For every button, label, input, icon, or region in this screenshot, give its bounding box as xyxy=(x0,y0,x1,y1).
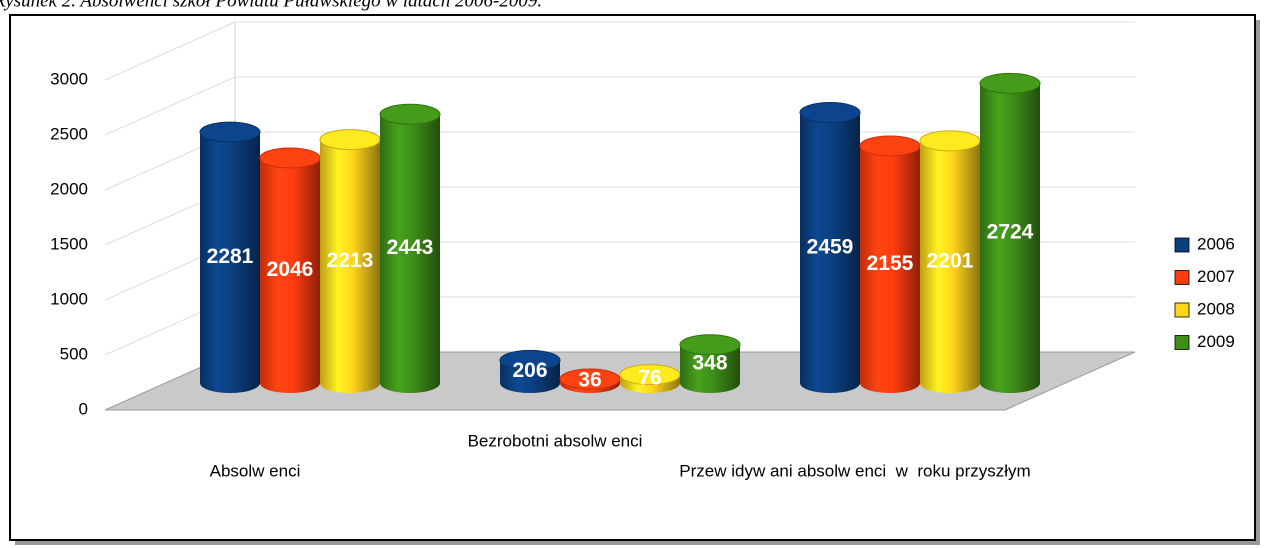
y-tick-label: 0 xyxy=(79,399,88,418)
legend-label: 2007 xyxy=(1197,267,1235,286)
bar xyxy=(920,140,980,393)
legend-label: 2008 xyxy=(1197,299,1235,318)
bar xyxy=(200,132,260,393)
legend-swatch xyxy=(1174,237,1190,253)
legend-swatch xyxy=(1174,302,1190,318)
bar-top xyxy=(919,130,981,152)
value-label: 348 xyxy=(692,351,727,374)
y-tick-label: 2500 xyxy=(50,124,88,143)
grid-line xyxy=(104,76,236,136)
bar xyxy=(860,145,920,393)
x-tick-label: Absolw enci xyxy=(210,461,301,480)
value-label: 2201 xyxy=(927,249,974,272)
value-label: 2281 xyxy=(207,245,254,268)
legend-label: 2009 xyxy=(1197,332,1235,351)
bar-top xyxy=(319,129,381,151)
x-tick-label: Bezrobotni absolw enci xyxy=(468,431,643,450)
legend-swatch xyxy=(1174,270,1190,285)
value-label: 2046 xyxy=(267,258,314,281)
bar-top xyxy=(979,72,1041,94)
bar-top xyxy=(199,121,261,143)
bar xyxy=(380,114,440,394)
bar-top xyxy=(679,334,741,356)
legend-label: 2006 xyxy=(1197,234,1235,253)
y-tick-label: 3000 xyxy=(50,69,88,88)
value-label: 2724 xyxy=(987,221,1034,244)
x-tick-label: Przew idyw ani absolw enci w roku przysz… xyxy=(679,461,1030,480)
y-tick-label: 1500 xyxy=(50,234,88,253)
value-label: 2459 xyxy=(807,235,854,258)
value-label: 2443 xyxy=(387,236,434,259)
bar xyxy=(680,344,740,393)
y-tick-label: 1000 xyxy=(50,289,88,308)
bar xyxy=(260,157,320,393)
value-label: 2155 xyxy=(867,252,914,275)
value-label: 2213 xyxy=(327,249,374,272)
bar-top xyxy=(499,349,561,371)
grid-line xyxy=(104,21,236,81)
bar xyxy=(980,83,1040,394)
bar-top xyxy=(859,135,921,157)
legend-swatch xyxy=(1174,335,1190,350)
value-label: 206 xyxy=(512,359,547,382)
bar-top xyxy=(379,103,441,125)
bar-top xyxy=(259,147,321,169)
value-label: 76 xyxy=(638,366,661,389)
bar xyxy=(800,112,860,393)
y-tick-label: 500 xyxy=(60,344,88,363)
y-tick-label: 2000 xyxy=(50,179,88,198)
bar-top xyxy=(799,102,861,124)
value-label: 36 xyxy=(578,369,601,392)
bar xyxy=(320,139,380,393)
chart-title: Rysunek 2. Absolwenci szkół Powiatu Puła… xyxy=(0,0,542,11)
